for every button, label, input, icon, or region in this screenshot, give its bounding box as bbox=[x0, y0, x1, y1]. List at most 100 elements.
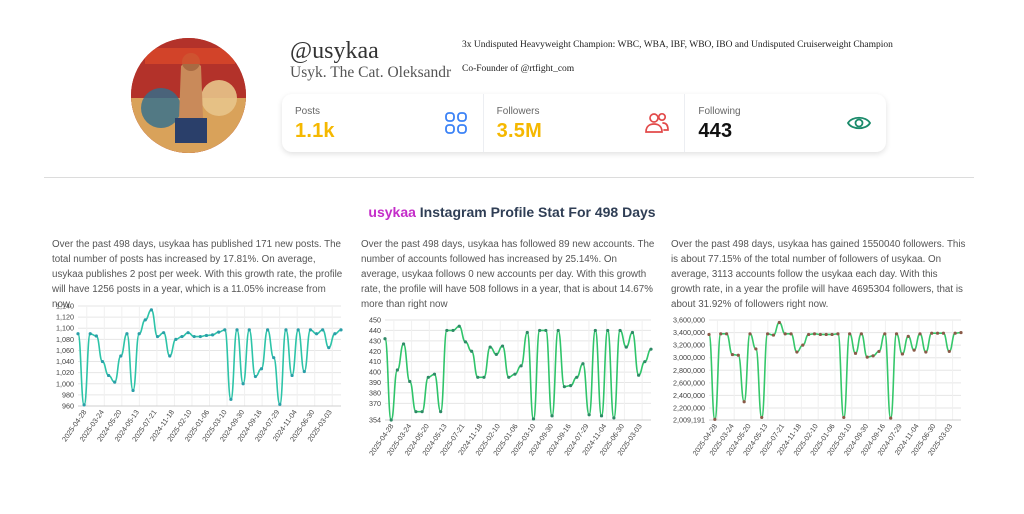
chart-data-point[interactable] bbox=[76, 332, 80, 336]
chart-data-point[interactable] bbox=[736, 353, 740, 357]
chart-data-point[interactable] bbox=[859, 332, 863, 336]
chart-data-point[interactable] bbox=[760, 415, 764, 420]
chart-data-point[interactable] bbox=[575, 375, 579, 379]
chart-data-point[interactable] bbox=[100, 359, 105, 364]
stat-following[interactable]: Following 443 bbox=[685, 94, 886, 152]
chart-data-point[interactable] bbox=[568, 384, 573, 388]
chart-data-point[interactable] bbox=[143, 318, 147, 322]
chart-data-point[interactable] bbox=[581, 362, 585, 366]
chart-data-point[interactable] bbox=[906, 334, 910, 338]
chart-data-point[interactable] bbox=[865, 355, 869, 359]
chart-data-point[interactable] bbox=[192, 334, 196, 339]
chart-data-point[interactable] bbox=[754, 347, 758, 351]
chart-data-point[interactable] bbox=[959, 330, 963, 335]
chart-data-point[interactable] bbox=[314, 332, 319, 336]
chart-data-point[interactable] bbox=[842, 415, 846, 420]
chart-data-point[interactable] bbox=[180, 334, 184, 339]
stat-followers[interactable]: Followers 3.5M bbox=[484, 94, 686, 152]
chart-data-point[interactable] bbox=[807, 332, 811, 337]
chart-data-point[interactable] bbox=[544, 328, 548, 333]
chart-data-point[interactable] bbox=[900, 352, 904, 356]
chart-data-point[interactable] bbox=[947, 349, 951, 354]
chart-data-point[interactable] bbox=[730, 352, 735, 357]
chart-data-point[interactable] bbox=[259, 367, 264, 371]
chart-data-point[interactable] bbox=[783, 332, 787, 336]
chart-data-point[interactable] bbox=[494, 352, 498, 356]
chart-data-point[interactable] bbox=[550, 414, 554, 418]
chart-data-point[interactable] bbox=[830, 332, 834, 337]
chart-data-point[interactable] bbox=[587, 413, 591, 417]
chart-data-point[interactable] bbox=[414, 410, 418, 414]
chart-data-point[interactable] bbox=[241, 382, 245, 386]
chart-data-point[interactable] bbox=[894, 332, 899, 336]
chart-data-point[interactable] bbox=[599, 414, 604, 418]
chart-data-point[interactable] bbox=[88, 332, 92, 336]
chart-data-point[interactable] bbox=[426, 375, 430, 379]
chart-data-point[interactable] bbox=[525, 330, 529, 335]
chart-data-point[interactable] bbox=[327, 346, 331, 350]
chart-data-point[interactable] bbox=[198, 334, 202, 339]
chart-data-point[interactable] bbox=[333, 332, 337, 336]
chart-data-point[interactable] bbox=[420, 410, 424, 414]
chart-data-point[interactable] bbox=[853, 351, 858, 355]
chart-data-point[interactable] bbox=[457, 324, 461, 328]
chart-data-point[interactable] bbox=[500, 344, 505, 348]
chart-data-point[interactable] bbox=[519, 364, 523, 368]
chart-data-point[interactable] bbox=[766, 332, 770, 336]
chart-data-point[interactable] bbox=[507, 375, 511, 379]
chart-data-point[interactable] bbox=[618, 328, 622, 333]
chart-data-point[interactable] bbox=[531, 417, 536, 421]
stat-posts[interactable]: Posts 1.1k bbox=[282, 94, 484, 152]
chart-data-point[interactable] bbox=[795, 350, 799, 354]
chart-data-point[interactable] bbox=[162, 331, 166, 335]
chart-data-point[interactable] bbox=[935, 331, 940, 335]
chart-data-point[interactable] bbox=[883, 332, 887, 336]
chart-data-point[interactable] bbox=[538, 328, 542, 333]
chart-data-point[interactable] bbox=[339, 328, 343, 332]
chart-data-point[interactable] bbox=[649, 347, 653, 351]
chart-data-point[interactable] bbox=[401, 342, 406, 346]
chart-data-point[interactable] bbox=[482, 375, 486, 379]
chart-data-point[interactable] bbox=[284, 328, 288, 332]
chart-data-point[interactable] bbox=[707, 332, 711, 337]
chart-data-point[interactable] bbox=[593, 328, 597, 333]
chart-data-point[interactable] bbox=[713, 417, 717, 421]
chart-data-point[interactable] bbox=[131, 388, 135, 393]
chart-data-point[interactable] bbox=[824, 332, 828, 337]
chart-data-point[interactable] bbox=[719, 332, 723, 336]
chart-data-point[interactable] bbox=[204, 333, 209, 338]
chart-data-point[interactable] bbox=[217, 330, 221, 334]
chart-data-point[interactable] bbox=[463, 340, 468, 344]
chart-data-point[interactable] bbox=[789, 332, 793, 336]
chart-data-point[interactable] bbox=[606, 328, 610, 333]
chart-data-point[interactable] bbox=[119, 354, 123, 358]
chart-data-point[interactable] bbox=[186, 331, 190, 335]
chart-data-point[interactable] bbox=[223, 328, 227, 332]
chart-data-point[interactable] bbox=[612, 416, 616, 420]
chart-data-point[interactable] bbox=[253, 374, 257, 379]
chart-data-point[interactable] bbox=[630, 330, 635, 335]
chart-data-point[interactable] bbox=[174, 337, 178, 341]
chart-data-point[interactable] bbox=[247, 328, 251, 332]
chart-data-point[interactable] bbox=[836, 332, 840, 336]
chart-data-point[interactable] bbox=[742, 400, 746, 404]
chart-data-point[interactable] bbox=[235, 328, 239, 332]
chart-data-point[interactable] bbox=[296, 328, 300, 332]
chart-data-point[interactable] bbox=[82, 403, 86, 407]
chart-data-point[interactable] bbox=[290, 373, 294, 378]
chart-data-point[interactable] bbox=[771, 333, 776, 337]
chart-data-point[interactable] bbox=[389, 418, 393, 422]
chart-data-point[interactable] bbox=[432, 372, 437, 376]
chart-data-point[interactable] bbox=[724, 332, 729, 336]
chart-data-point[interactable] bbox=[470, 349, 474, 353]
chart-data-point[interactable] bbox=[889, 416, 893, 420]
chart-data-point[interactable] bbox=[912, 348, 916, 352]
chart-data-point[interactable] bbox=[562, 385, 566, 389]
chart-data-point[interactable] bbox=[918, 332, 922, 336]
chart-data-point[interactable] bbox=[643, 360, 647, 364]
chart-data-point[interactable] bbox=[953, 331, 957, 335]
chart-data-point[interactable] bbox=[395, 368, 399, 372]
chart-data-point[interactable] bbox=[941, 331, 946, 335]
chart-data-point[interactable] bbox=[210, 333, 215, 337]
chart-data-point[interactable] bbox=[106, 373, 111, 378]
